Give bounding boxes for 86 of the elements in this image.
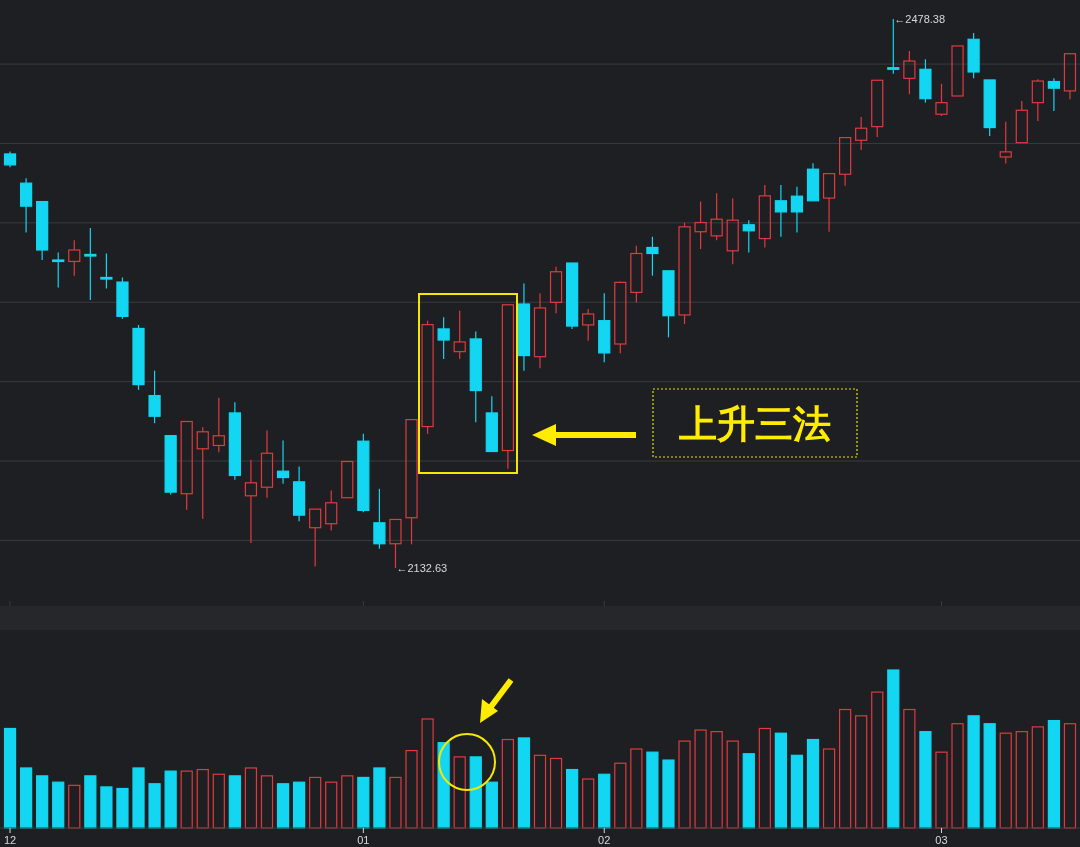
- bar: [951, 723, 964, 829]
- bar: [630, 748, 643, 829]
- bar: [1015, 731, 1028, 829]
- bar: [967, 715, 980, 829]
- x-tick-label: 12: [3, 834, 17, 846]
- bar: [871, 691, 884, 829]
- x-tick-label: 03: [935, 834, 948, 846]
- bar: [758, 727, 771, 829]
- annotation: ←2132.63: [396, 562, 448, 574]
- bar: [84, 775, 97, 829]
- bar: [276, 783, 290, 829]
- bar: [341, 775, 354, 829]
- bar: [405, 749, 418, 829]
- bar: [180, 770, 193, 829]
- bar: [212, 773, 225, 829]
- bar: [774, 732, 788, 829]
- bar: [485, 781, 498, 829]
- bar: [52, 781, 65, 829]
- bar: [999, 732, 1012, 829]
- candlestick: [84, 227, 97, 301]
- bar: [373, 767, 386, 829]
- bar: [228, 775, 241, 829]
- candlestick: [790, 186, 804, 234]
- candlestick: [517, 282, 531, 372]
- candlestick: [276, 439, 290, 485]
- bar: [421, 718, 434, 829]
- candlestick: [228, 401, 241, 481]
- bar: [983, 723, 996, 829]
- bar: [822, 748, 836, 829]
- bar: [501, 738, 514, 829]
- candlestick: [774, 184, 788, 238]
- bar: [839, 708, 852, 829]
- bar: [582, 778, 595, 829]
- bar: [132, 767, 145, 829]
- bar: [710, 731, 723, 829]
- bar: [517, 737, 531, 829]
- candlestick: [19, 177, 33, 234]
- candlestick: [260, 429, 274, 499]
- candlestick: [292, 465, 306, 522]
- bar: [566, 768, 579, 829]
- bar: [887, 669, 900, 829]
- bar: [260, 775, 274, 829]
- annotation: 上升三法: [679, 402, 831, 446]
- bar: [309, 776, 322, 829]
- candlestick: [1047, 77, 1061, 112]
- bar: [855, 715, 868, 829]
- bar: [357, 776, 370, 829]
- bar: [469, 756, 482, 829]
- bar: [614, 762, 627, 829]
- bar: [678, 740, 691, 829]
- bar: [19, 767, 33, 829]
- bar: [533, 754, 547, 829]
- bar: [325, 781, 338, 829]
- bar: [806, 738, 820, 829]
- bar: [646, 751, 659, 829]
- bar: [790, 754, 804, 829]
- bar: [292, 781, 306, 829]
- bar: [244, 767, 258, 829]
- bar: [3, 727, 17, 829]
- annotation: ←2478.38: [894, 13, 946, 25]
- bar: [148, 783, 161, 829]
- bar: [549, 757, 563, 829]
- x-tick-label: 02: [598, 834, 611, 846]
- bar: [453, 756, 466, 829]
- candlestick: [244, 459, 258, 544]
- bar: [726, 740, 739, 829]
- bar: [1063, 723, 1077, 829]
- candlestick: [549, 266, 563, 314]
- bar: [919, 731, 932, 829]
- bar: [1047, 719, 1061, 829]
- bar: [903, 708, 916, 829]
- bar: [100, 786, 113, 829]
- bar: [36, 775, 49, 829]
- bar: [196, 768, 209, 829]
- bar: [1031, 726, 1044, 829]
- bar: [164, 770, 177, 829]
- bar: [662, 759, 675, 829]
- bar: [389, 776, 402, 829]
- bar: [116, 787, 129, 829]
- bar: [935, 751, 948, 829]
- bar: [694, 729, 707, 829]
- bar: [742, 753, 755, 829]
- bar: [598, 773, 611, 829]
- bar: [68, 784, 81, 829]
- candlestick: [533, 292, 547, 369]
- x-tick-label: 01: [357, 834, 370, 846]
